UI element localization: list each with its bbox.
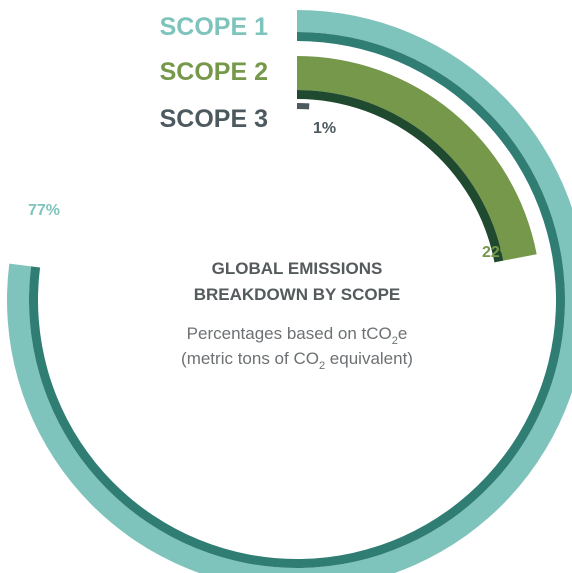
chart-subtitle-line-2: (metric tons of CO2 equivalent) <box>181 349 413 372</box>
bar-inner-scope-2 <box>297 90 504 263</box>
chart-subtitle-line-1: Percentages based on tCO2e <box>187 324 408 347</box>
bar-scope-2 <box>297 56 537 261</box>
chart-title-line-2: BREAKDOWN BY SCOPE <box>194 285 401 304</box>
subtitle-1-subscript: 2 <box>392 335 398 347</box>
legend-scope-1: SCOPE 1 <box>160 13 268 41</box>
data-label-scope-1: 77% <box>28 202 60 219</box>
data-label-scope-2: 22% <box>482 244 514 261</box>
subtitle-1-text-a: Percentages based on tCO <box>187 324 392 343</box>
bar-scope-3 <box>297 103 310 110</box>
subtitle-2-subscript: 2 <box>319 360 325 372</box>
subtitle-2-text-b: equivalent) <box>325 349 413 368</box>
legend-scope-3: SCOPE 3 <box>160 105 268 133</box>
chart-rings <box>7 10 572 573</box>
chart-title-line-1: GLOBAL EMISSIONS <box>212 259 383 278</box>
legend-scope-2: SCOPE 2 <box>160 58 268 86</box>
data-label-scope-3: 1% <box>313 120 336 137</box>
subtitle-2-text-a: (metric tons of CO <box>181 349 319 368</box>
subtitle-1-text-b: e <box>398 324 407 343</box>
